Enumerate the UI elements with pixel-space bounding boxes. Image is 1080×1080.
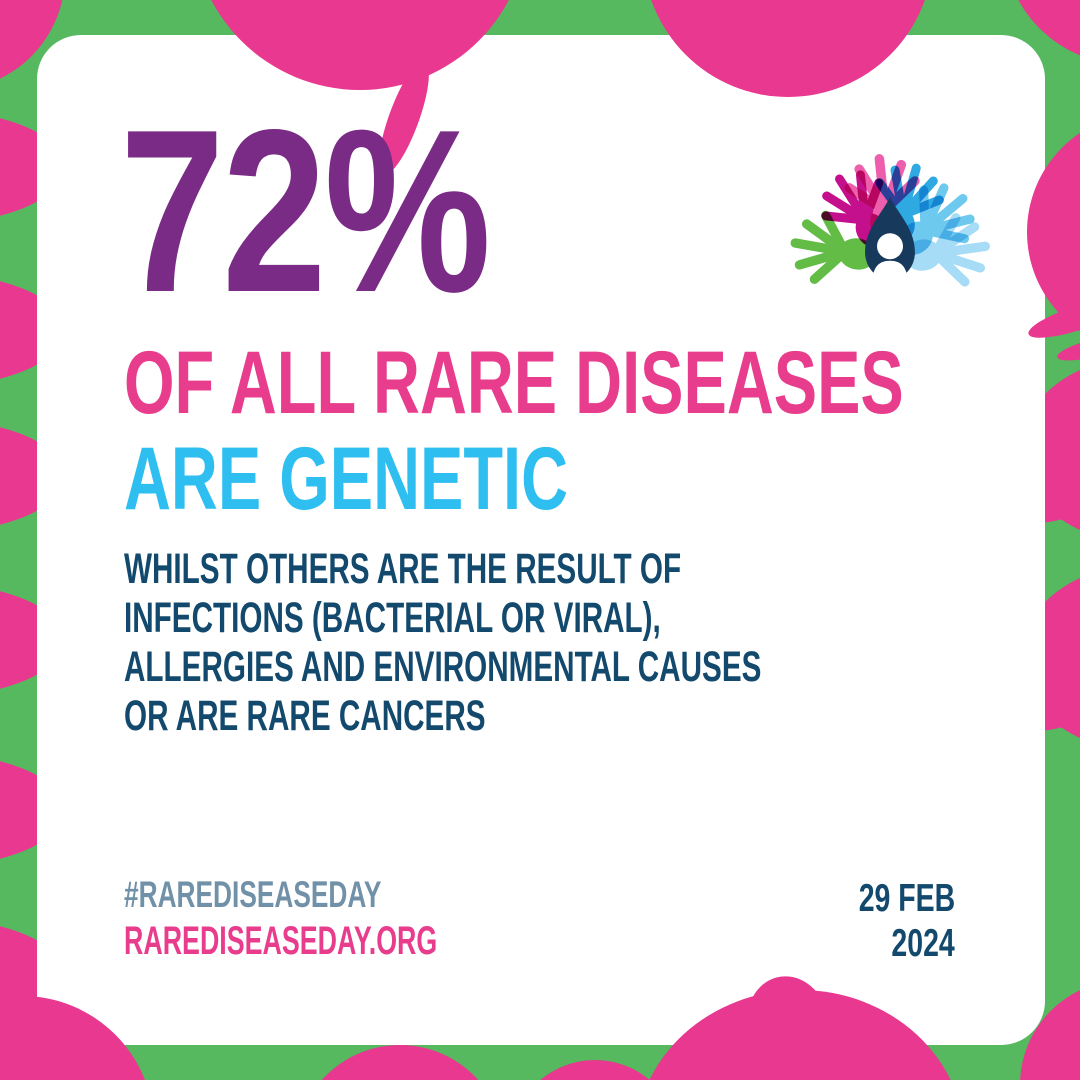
body-paragraph: WHILST OTHERS ARE THE RESULT OF INFECTIO… — [124, 545, 1048, 741]
paint-dot — [295, 1045, 505, 1080]
person-icon — [865, 197, 915, 294]
stat-percentage: 72% — [120, 96, 575, 328]
stat-percentage-text: 72% — [120, 82, 491, 341]
website-text: RAREDISEASEDAY.ORG — [124, 919, 438, 963]
rare-disease-day-logo — [786, 150, 994, 294]
body-line: INFECTIONS (BACTERIAL OR VIRAL), — [124, 594, 661, 642]
body-line: OR ARE RARE CANCERS — [124, 692, 486, 740]
date-line: 2024 — [891, 922, 955, 965]
event-date: 29 FEB 2024 — [823, 876, 955, 966]
hashtag-text: #RAREDISEASEDAY — [124, 874, 382, 915]
body-line: WHILST OTHERS ARE THE RESULT OF — [124, 545, 682, 593]
footer-left: #RAREDISEASEDAY RAREDISEASEDAY.ORG — [124, 872, 592, 964]
headline-line-cyan: ARE GENETIC — [124, 428, 569, 528]
headline-line-pink: OF ALL RARE DISEASES — [124, 332, 904, 432]
body-line: ALLERGIES AND ENVIRONMENTAL CAUSES — [124, 643, 762, 691]
headline: OF ALL RARE DISEASES ARE GENETIC — [124, 334, 1080, 526]
date-line: 29 FEB — [858, 877, 955, 920]
